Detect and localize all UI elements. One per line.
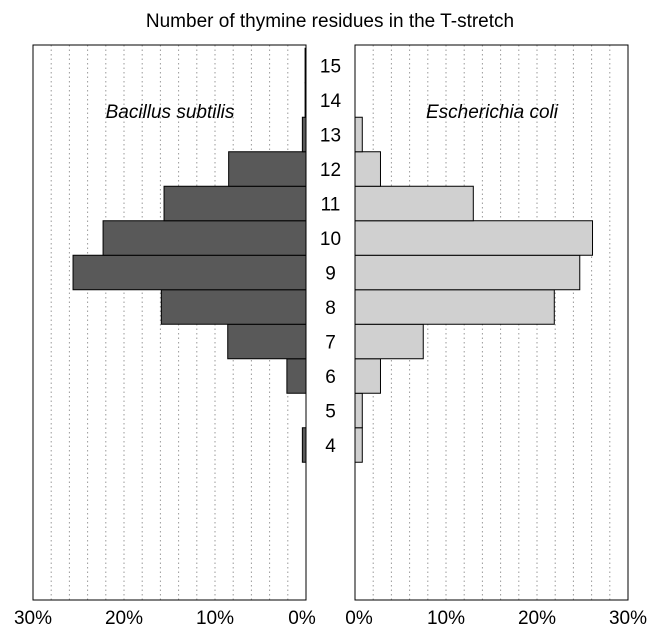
chart-title: Number of thymine residues in the T-stre… <box>146 11 514 32</box>
category-labels: 4 5 6 7 8 9 10 11 12 13 14 15 <box>320 57 342 458</box>
category-label-9: 9 <box>325 264 336 285</box>
right-bar-4 <box>354 427 363 463</box>
right-bar-6 <box>354 358 381 394</box>
category-label-7: 7 <box>325 333 336 354</box>
right-bar-12 <box>354 151 381 187</box>
category-label-6: 6 <box>325 367 336 388</box>
left-panel-title: Bacillus subtilis <box>106 102 235 123</box>
category-label-10: 10 <box>320 229 341 250</box>
x-tick-label: 30% <box>609 608 647 629</box>
x-tick-label: 20% <box>518 608 556 629</box>
category-label-4: 4 <box>325 436 336 457</box>
x-tick-label: 0% <box>345 608 373 629</box>
category-label-13: 13 <box>320 126 341 147</box>
right-bar-7 <box>354 323 424 360</box>
right-panel-frame <box>354 44 629 601</box>
x-tick-label: 20% <box>105 608 143 629</box>
category-label-8: 8 <box>325 298 336 319</box>
left-bar-11 <box>163 185 307 222</box>
left-bar-13 <box>301 116 307 153</box>
category-label-14: 14 <box>320 91 342 112</box>
left-bar-8 <box>160 289 307 325</box>
right-panel-title: Escherichia coli <box>426 102 559 123</box>
category-label-12: 12 <box>320 160 341 181</box>
left-bar-10 <box>102 220 307 256</box>
right-bar-9 <box>354 254 581 291</box>
left-bar-9 <box>72 254 307 291</box>
right-bar-13 <box>354 116 363 153</box>
x-tick-label: 0% <box>288 608 316 629</box>
category-label-5: 5 <box>325 402 336 423</box>
left-bar-7 <box>227 323 307 360</box>
left-panel-frame <box>32 44 307 601</box>
left-bar-4 <box>301 427 307 463</box>
x-tick-labels: 30% 20% 10% 0% 0% 10% 20% 30% <box>14 608 647 629</box>
right-bar-8 <box>354 289 555 325</box>
left-bar-12 <box>228 151 307 187</box>
x-tick-label: 30% <box>14 608 52 629</box>
x-tick-label: 10% <box>427 608 465 629</box>
left-bar-6 <box>286 358 307 394</box>
right-bar-5 <box>354 392 363 429</box>
right-bar-11 <box>354 185 474 222</box>
right-panel <box>354 44 629 601</box>
category-label-11: 11 <box>321 195 341 216</box>
x-tick-label: 10% <box>196 608 234 629</box>
left-panel <box>32 44 307 601</box>
right-bar-10 <box>354 220 594 256</box>
right-bars <box>354 116 594 463</box>
category-label-15: 15 <box>320 57 341 78</box>
